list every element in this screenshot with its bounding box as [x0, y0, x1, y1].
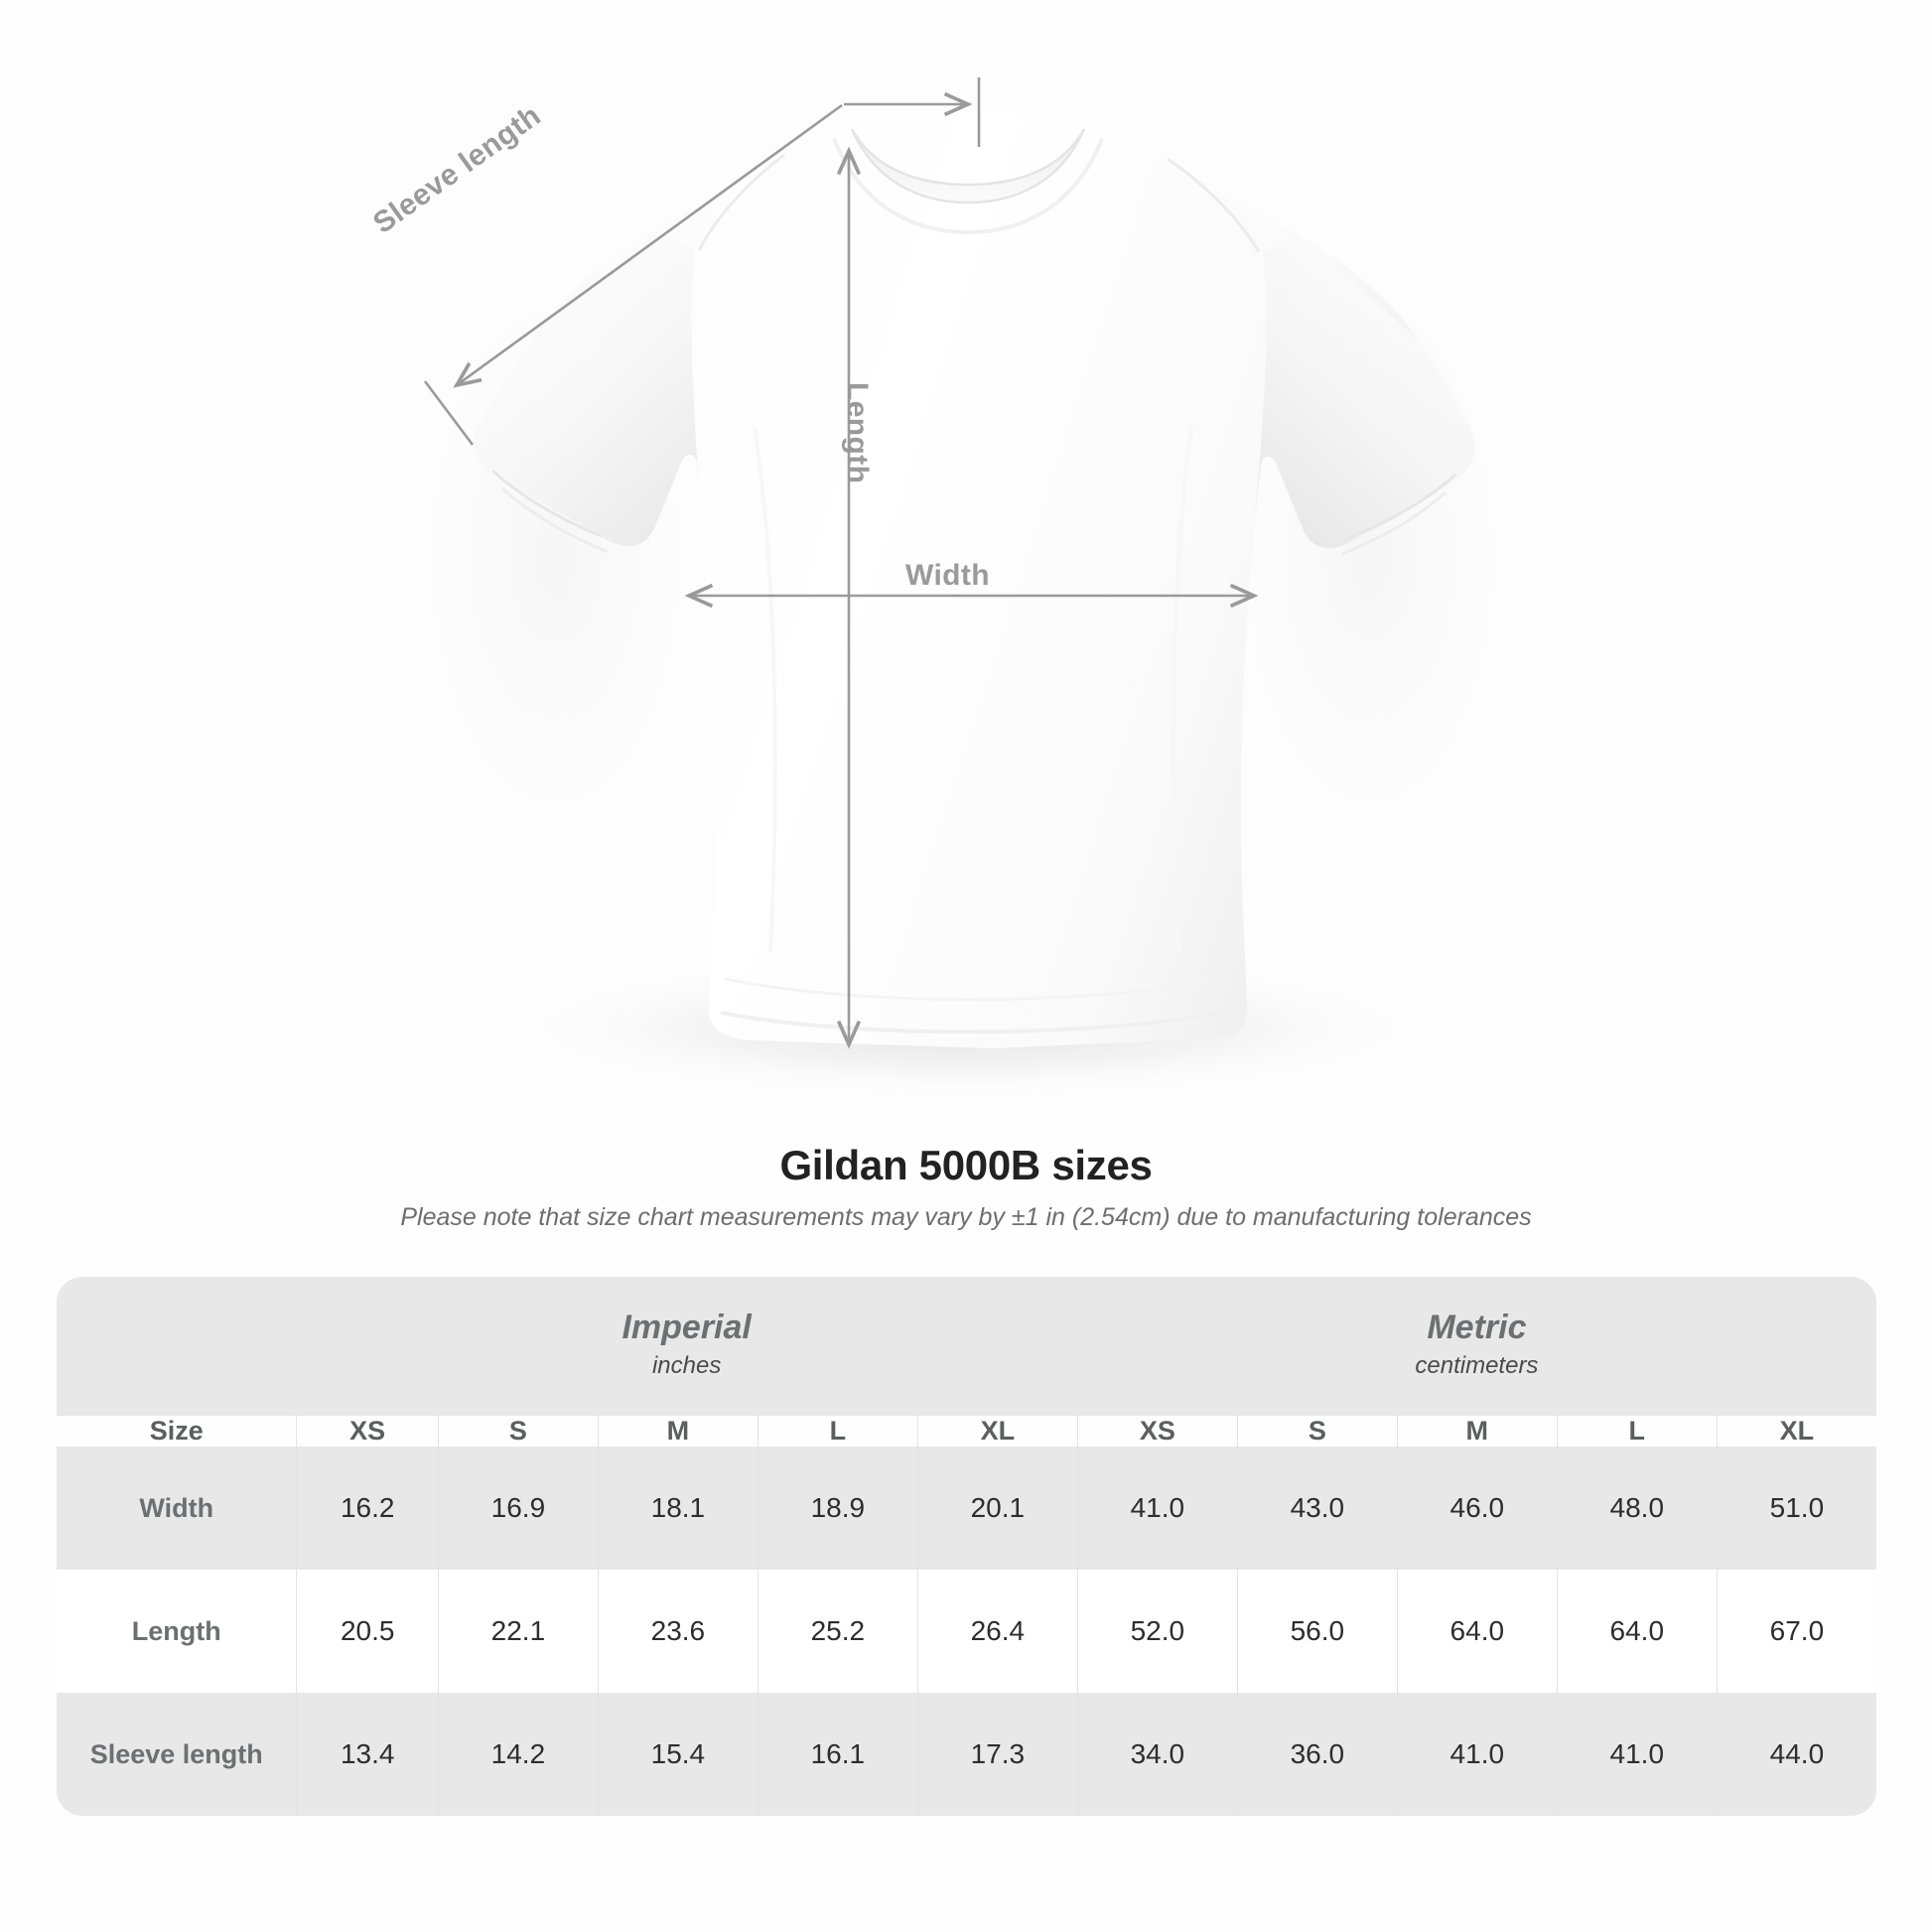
imperial-subtitle: inches [651, 1351, 722, 1379]
cell-length-imperial-l: 25.2 [757, 1570, 917, 1693]
cell-width-imperial-xl: 20.1 [916, 1447, 1077, 1570]
cell-width-metric-l: 48.0 [1556, 1447, 1717, 1570]
metric-subtitle: centimeters [1415, 1351, 1539, 1379]
table-header-row: Size XS S M L XL XS S M L XL [57, 1416, 1876, 1447]
sleeve-length-arrow [423, 77, 981, 446]
header-imperial-s: S [437, 1416, 598, 1447]
header-imperial-xl: XL [916, 1416, 1077, 1447]
header-imperial-l: L [757, 1416, 917, 1447]
cell-sleeve-imperial-l: 16.1 [757, 1693, 917, 1816]
header-metric-xl: XL [1716, 1416, 1876, 1447]
tolerance-note: Please note that size chart measurements… [400, 1203, 1532, 1231]
page-title: Gildan 5000B sizes [779, 1142, 1153, 1188]
cell-length-metric-s: 56.0 [1236, 1570, 1397, 1693]
cell-sleeve-metric-m: 41.0 [1396, 1693, 1557, 1816]
cell-length-imperial-m: 23.6 [597, 1570, 758, 1693]
cell-width-imperial-m: 18.1 [597, 1447, 758, 1570]
cell-length-imperial-xl: 26.4 [916, 1570, 1077, 1693]
unit-banner-row: Imperial inches Metric centimeters [57, 1277, 1876, 1416]
header-imperial-xs: XS [296, 1416, 437, 1447]
cell-width-metric-xl: 51.0 [1716, 1447, 1876, 1570]
cell-sleeve-imperial-xs: 13.4 [296, 1693, 438, 1816]
table-row: Sleeve length 13.4 14.2 15.4 16.1 17.3 3… [57, 1693, 1876, 1816]
cell-sleeve-metric-xl: 44.0 [1716, 1693, 1876, 1816]
header-imperial-m: M [597, 1416, 758, 1447]
cell-sleeve-metric-s: 36.0 [1236, 1693, 1397, 1816]
table-row: Width 16.2 16.9 18.1 18.9 20.1 41.0 43.0… [57, 1447, 1876, 1570]
cell-length-imperial-s: 22.1 [437, 1570, 598, 1693]
tshirt-illustration: Sleeve length Length Width [367, 77, 1519, 1099]
cell-sleeve-imperial-xl: 17.3 [916, 1693, 1077, 1816]
metric-title: Metric [1427, 1309, 1527, 1347]
header-size: Size [149, 1416, 204, 1446]
header-metric-l: L [1556, 1416, 1717, 1447]
header-metric-xs: XS [1076, 1416, 1237, 1447]
unit-group-metric: Metric centimeters [1076, 1277, 1876, 1416]
cell-length-metric-m: 64.0 [1396, 1570, 1557, 1693]
cell-length-metric-l: 64.0 [1556, 1570, 1717, 1693]
cell-sleeve-metric-l: 41.0 [1556, 1693, 1717, 1816]
unit-group-imperial: Imperial inches [296, 1277, 1077, 1416]
cell-sleeve-imperial-m: 15.4 [597, 1693, 758, 1816]
measurement-arrows [423, 77, 1259, 1049]
cell-sleeve-imperial-s: 14.2 [437, 1693, 598, 1816]
table-row: Length 20.5 22.1 23.6 25.2 26.4 52.0 56.… [57, 1570, 1876, 1693]
cell-length-imperial-xs: 20.5 [296, 1570, 438, 1693]
length-label: Length [841, 382, 874, 484]
cell-width-metric-s: 43.0 [1236, 1447, 1397, 1570]
width-label: Width [905, 559, 991, 592]
size-chart-table: Imperial inches Metric centimeters Size … [57, 1277, 1876, 1816]
row-label-sleeve-length: Sleeve length [57, 1693, 297, 1816]
row-label-length: Length [57, 1570, 297, 1693]
cell-length-metric-xl: 67.0 [1716, 1570, 1876, 1693]
cell-width-metric-m: 46.0 [1396, 1447, 1557, 1570]
imperial-title: Imperial [621, 1309, 752, 1347]
cell-width-metric-xs: 41.0 [1076, 1447, 1237, 1570]
unit-banner-spacer [57, 1277, 297, 1416]
header-metric-s: S [1236, 1416, 1397, 1447]
header-metric-m: M [1396, 1416, 1557, 1447]
cell-width-imperial-l: 18.9 [757, 1447, 917, 1570]
cell-sleeve-metric-xs: 34.0 [1076, 1693, 1237, 1816]
tshirt-image [407, 111, 1519, 1099]
cell-length-metric-xs: 52.0 [1076, 1570, 1237, 1693]
cell-width-imperial-s: 16.9 [437, 1447, 598, 1570]
cell-width-imperial-xs: 16.2 [296, 1447, 438, 1570]
row-label-width: Width [57, 1447, 297, 1570]
